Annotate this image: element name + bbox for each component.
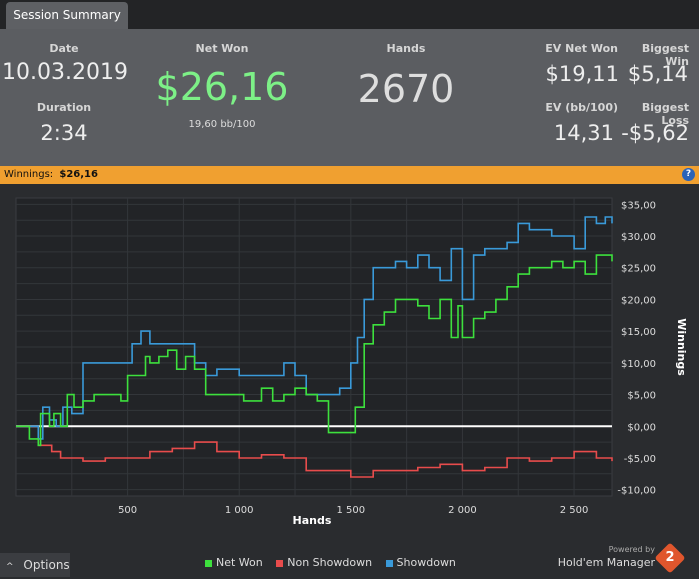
chart-panel: -$10,00 -$5,00 $0,00 $5,00 $10,00 $15,00 $20,0…	[0, 184, 699, 577]
chart-legend: Net Won Non Showdown Showdown	[205, 556, 466, 569]
duration-label: Duration	[36, 101, 92, 114]
y-tick-label: $25,00	[621, 264, 656, 275]
duration-value: 2:34	[40, 121, 88, 145]
powered-by-text: Powered by	[608, 545, 655, 554]
legend-item-non-showdown[interactable]: Non Showdown	[276, 556, 372, 569]
legend-label: Non Showdown	[287, 556, 373, 569]
hands-label: Hands	[386, 42, 426, 55]
brand-name: Hold'em Manager	[557, 556, 655, 569]
legend-swatch	[276, 559, 284, 567]
summary-panel: Date 10.03.2019 Duration 2:34 Net Won $2…	[0, 29, 699, 166]
legend-item-net-won[interactable]: Net Won	[205, 556, 263, 569]
winnings-value: $26,16	[59, 169, 98, 180]
net-won-label: Net Won	[195, 42, 249, 55]
y-tick-label: -$5,00	[624, 454, 656, 465]
biggest-win-label: Biggest Win	[641, 42, 689, 68]
date-label: Date	[49, 42, 79, 55]
legend-label: Net Won	[216, 556, 263, 569]
options-label: Options	[23, 558, 70, 572]
date-value: 10.03.2019	[2, 60, 128, 85]
series-lines	[16, 216, 613, 478]
y-tick-label: $10,00	[621, 359, 656, 370]
y-tick-label: $30,00	[621, 232, 656, 243]
winnings-bar: Winnings: $26,16 ?	[0, 166, 699, 184]
winnings-label: Winnings:	[4, 169, 54, 180]
chevron-up-icon: ^	[6, 562, 14, 572]
brand-logo: Powered by Hold'em Manager 2	[537, 542, 687, 575]
help-icon[interactable]: ?	[682, 168, 695, 181]
y-tick-label: $5,00	[627, 391, 656, 402]
y-axis-label: Winnings	[675, 318, 688, 376]
hm2-badge: 2	[665, 550, 675, 565]
net-won-bb: 19,60 bb/100	[188, 119, 256, 130]
x-tick-label: 1 000	[225, 505, 254, 516]
y-tick-label: -$10,00	[617, 486, 656, 497]
legend-label: Showdown	[396, 556, 456, 569]
hands-value: 2670	[357, 67, 455, 111]
series-line-non-showdown	[16, 425, 613, 478]
options-button[interactable]: ^ Options	[0, 553, 70, 577]
y-axis: -$10,00 -$5,00 $0,00 $5,00 $10,00 $15,00 $20,0…	[617, 200, 656, 496]
x-axis-label: Hands	[293, 514, 332, 527]
biggest-loss-label: Biggest Loss	[641, 101, 689, 127]
biggest-loss-value: -$5,62	[621, 121, 689, 145]
ev-net-won-label: EV Net Won	[545, 42, 618, 55]
ev-bb-value: 14,31	[553, 121, 614, 145]
legend-swatch	[205, 559, 212, 567]
legend-swatch	[385, 559, 393, 567]
x-tick-label: 2 500	[560, 505, 589, 516]
y-tick-label: $0,00	[627, 422, 656, 433]
winnings-chart: -$10,00 -$5,00 $0,00 $5,00 $10,00 $15,00 $20,0…	[15, 197, 688, 527]
series-line-net-won	[16, 254, 613, 447]
x-tick-label: 2 000	[448, 505, 477, 516]
net-won-value: $26,16	[155, 65, 289, 109]
series-line-showdown	[16, 216, 613, 440]
y-tick-label: $35,00	[621, 200, 656, 211]
legend-item-showdown[interactable]: Showdown	[385, 556, 456, 569]
x-axis: 500 1 000 1 500 2 000 2 500	[118, 505, 588, 516]
y-tick-label: $20,00	[621, 295, 656, 306]
tab-session-summary[interactable]: Session Summary	[6, 2, 128, 29]
x-tick-label: 1 500	[337, 505, 366, 516]
title-bar: Session Summary	[0, 0, 699, 29]
ev-bb-label: EV (bb/100)	[545, 101, 618, 114]
ev-net-won-value: $19,11	[545, 62, 619, 86]
biggest-win-value: $5,14	[627, 62, 688, 86]
x-tick-label: 500	[118, 505, 137, 516]
y-tick-label: $15,00	[621, 327, 656, 338]
